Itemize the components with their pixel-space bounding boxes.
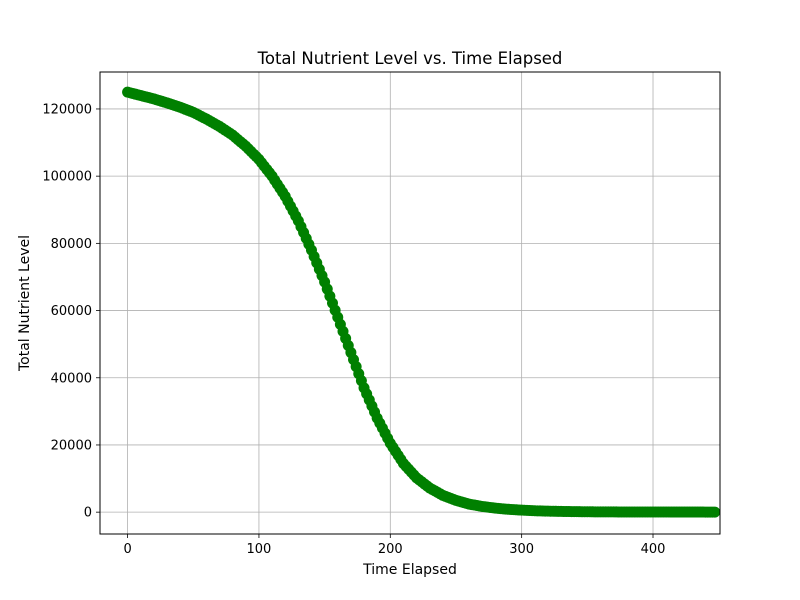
x-axis-label: Time Elapsed — [362, 562, 457, 578]
plot-frame — [99, 71, 721, 535]
x-tick-label: 100 — [247, 542, 272, 557]
data-point — [709, 506, 721, 518]
y-tick-label: 0 — [84, 506, 92, 521]
y-tick-label: 20000 — [51, 438, 92, 453]
grid — [100, 72, 720, 534]
y-tick-label: 80000 — [51, 237, 92, 252]
y-tick-label: 40000 — [51, 371, 92, 386]
x-tick-label: 400 — [641, 542, 666, 557]
y-tick-label: 120000 — [42, 102, 92, 117]
chart-title: Total Nutrient Level vs. Time Elapsed — [257, 49, 563, 68]
x-tick-label: 0 — [123, 542, 131, 557]
y-axis-ticks: 0 20000 40000 60000 80000 100000 120000 — [42, 102, 100, 521]
x-tick-label: 200 — [378, 542, 403, 557]
y-tick-label: 60000 — [51, 304, 92, 319]
data-points — [122, 86, 721, 518]
x-tick-label: 300 — [509, 542, 534, 557]
y-axis-label: Total Nutrient Level — [17, 235, 33, 372]
x-axis-ticks: 0 100 200 300 400 — [123, 534, 665, 557]
y-tick-label: 100000 — [42, 170, 92, 185]
